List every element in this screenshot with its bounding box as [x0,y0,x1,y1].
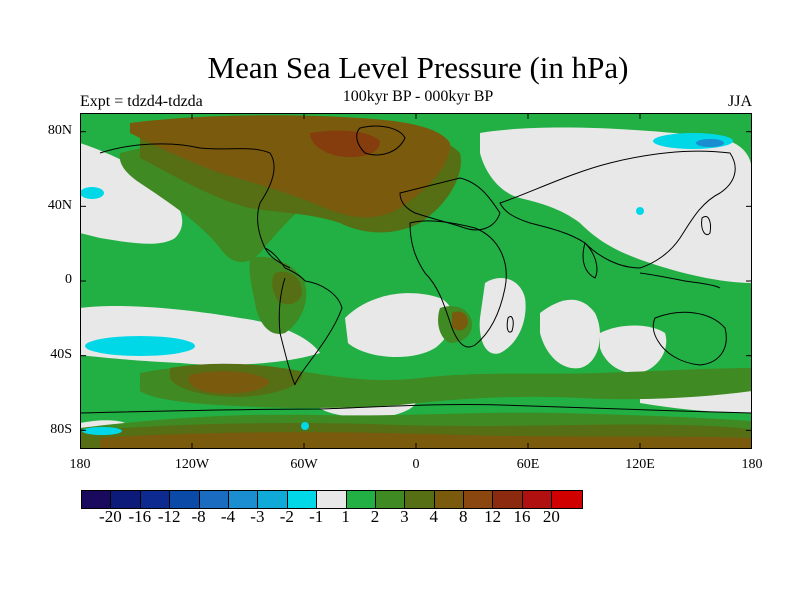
cyan-asia-spot [636,207,644,215]
neutral-south-atlantic [345,293,453,358]
lat-label-40s: 40S [50,347,72,362]
colorbar-swatch [199,491,229,508]
coast-south-america [294,280,343,386]
coast-europe [399,177,501,231]
colorbar-label: -8 [191,507,206,526]
colorbar-swatch [552,491,582,508]
light-blue-regions [696,139,724,147]
lat-label-80s: 80S [50,422,72,437]
cyan-antarctic-west [82,427,122,435]
colorbar-swatch [228,491,259,508]
colorbar-swatch [287,491,318,508]
colorbar-label: 20 [542,507,560,526]
colorbar-label: 12 [484,507,502,526]
neutral-australia-east [600,325,667,374]
map-panel [80,113,752,449]
colorbar-label: 1 [341,507,350,526]
coast-south-america-west [278,277,296,386]
colorbar-swatch [82,491,112,508]
brown-antarctic-core [100,432,752,449]
neutral-north-pacific [80,143,183,244]
lon-label-60w: 60W [290,457,318,472]
cyan-north-pacific [80,187,104,199]
colorbar-swatch [111,491,141,508]
lon-label-120e: 120E [625,457,655,472]
map-ticks [80,113,752,449]
lon-label-180e: 180 [741,457,763,472]
colorbar-swatch [346,491,376,508]
coast-central-america [264,247,306,282]
coast-asia [499,150,736,269]
brown-south-pacific [188,371,270,394]
brown-south-africa-spot [452,311,468,331]
neutral-south-africa [479,278,526,354]
light-blue-siberia [696,139,724,147]
colorbar-label: 3 [400,507,409,526]
colorbar-label: -4 [220,507,236,526]
colorbar-swatch [522,491,553,508]
coast-australia [652,311,727,366]
neutral-asia [480,127,752,283]
colorbar-label: 2 [370,507,380,526]
lat-label-0: 0 [65,272,72,287]
map-svg [80,113,752,449]
coast-africa [409,220,507,348]
cyan-antarctic-spot [301,422,309,430]
colorbar-label: -12 [157,507,181,526]
colorbar-label: -1 [309,507,324,526]
coast-madagascar [506,316,514,333]
colorbar-label: 4 [429,507,439,526]
colorbar-swatch [464,491,494,508]
colorbar-label: 16 [513,507,531,526]
colorbar-label: 8 [458,507,468,526]
olive-amazon [272,271,302,305]
colorbar-swatch [375,491,406,508]
neutral-indian-ocean [540,299,600,369]
lon-label-180w: 180 [69,457,91,472]
coastlines [80,125,752,414]
colorbar-swatch [140,491,171,508]
chart-title: Mean Sea Level Pressure (in hPa) [207,50,629,85]
colorbar-swatch [405,491,435,508]
coast-india [582,242,598,279]
experiment-label: Expt = tdzd4-tdzda [80,93,203,110]
colorbar-label: -3 [250,507,265,526]
coast-greenland [356,125,406,156]
lon-label-60e: 60E [516,457,540,472]
colorbar-label: -20 [99,507,122,526]
lon-label-120w: 120W [174,457,210,472]
colorbar-swatch [170,491,200,508]
chart-subtitle: 100kyr BP - 000kyr BP [342,88,494,105]
lat-label-40n: 40N [47,198,72,213]
coast-indonesia [639,272,721,289]
season-label: JJA [727,93,752,110]
colorbar [81,490,583,509]
lat-label-80n: 80N [47,123,72,138]
colorbar-label: -16 [128,507,152,526]
coast-antarctica [80,403,752,414]
colorbar-swatch [317,491,347,508]
coast-japan [701,216,711,236]
colorbar-swatch [493,491,523,508]
colorbar-swatch [258,491,288,508]
lon-label-0: 0 [412,457,420,472]
colorbar-swatch [434,491,465,508]
colorbar-label: -2 [279,507,294,526]
cyan-south-pacific [85,336,195,356]
